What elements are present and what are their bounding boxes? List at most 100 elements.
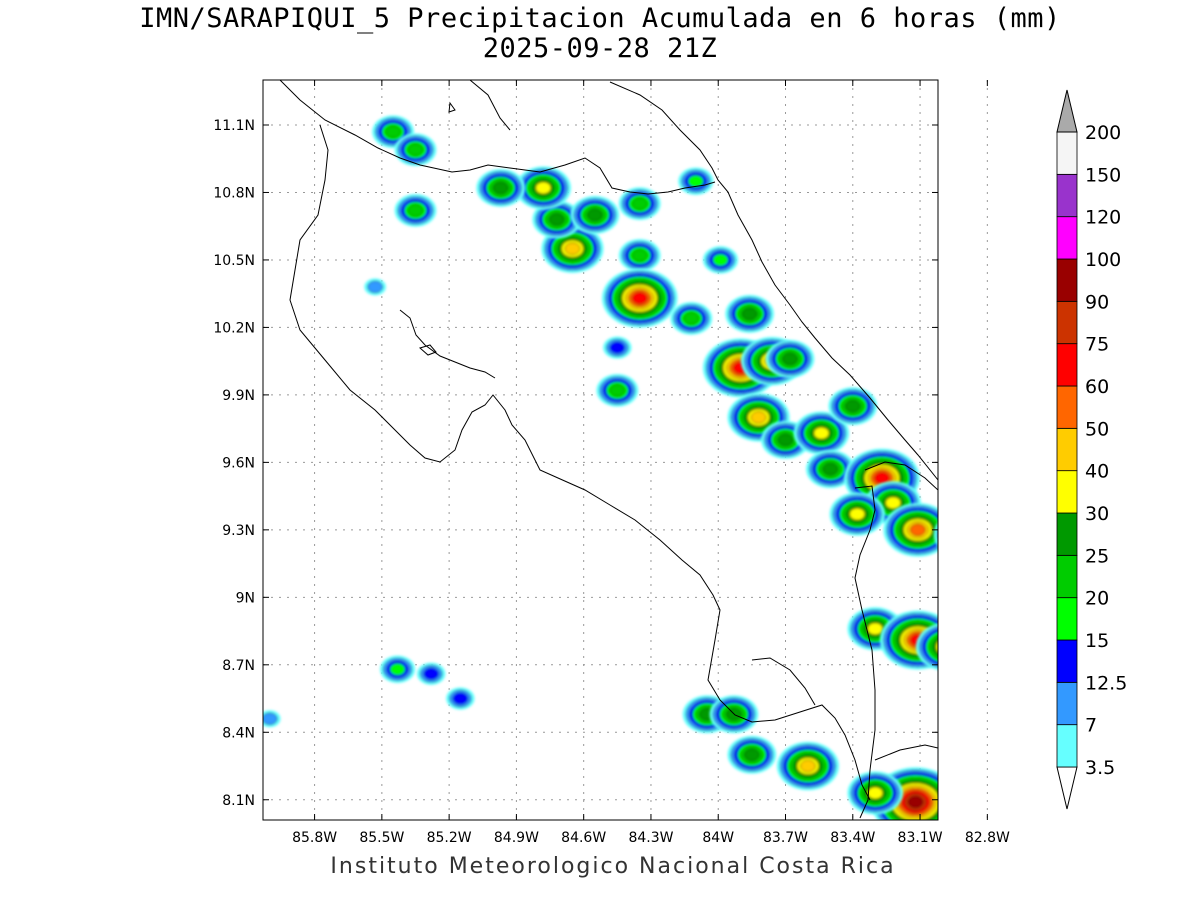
precip-cell bbox=[446, 687, 475, 710]
precip-contour-band bbox=[910, 523, 926, 537]
precip-cell bbox=[933, 522, 980, 547]
precip-contour-band bbox=[263, 712, 278, 725]
lat-tick-label: 9.9N bbox=[222, 388, 255, 404]
colorbar-label: 150 bbox=[1085, 164, 1121, 186]
precip-cell bbox=[618, 239, 661, 272]
precip-cell bbox=[678, 167, 714, 195]
island-nicoya bbox=[418, 344, 437, 356]
precip-contour-band bbox=[964, 528, 1019, 571]
colorbar-label: 90 bbox=[1085, 291, 1109, 313]
colorbar-label: 100 bbox=[1085, 249, 1121, 271]
precip-contour-band bbox=[609, 384, 626, 397]
precip-contour-band bbox=[957, 576, 972, 588]
precip-contour-band bbox=[999, 661, 1021, 678]
precip-contour-band bbox=[782, 352, 798, 366]
colorbar-swatch bbox=[1056, 385, 1078, 429]
precip-contour-band bbox=[535, 181, 552, 195]
precip-contour-band bbox=[885, 496, 901, 510]
precip-cell bbox=[515, 166, 572, 210]
colorbar-swatch bbox=[1056, 300, 1078, 345]
precip-contour-band bbox=[1011, 750, 1053, 783]
lon-tick-label: 84.9W bbox=[494, 830, 539, 846]
precip-cell bbox=[364, 278, 387, 296]
lat-tick-label: 11.1N bbox=[213, 118, 255, 134]
precip-contour-band bbox=[631, 197, 648, 210]
lon-tick-label: 84.6W bbox=[561, 830, 606, 846]
lat-tick-label: 10.8N bbox=[213, 185, 255, 201]
latitude-axis: 11.1N 10.8N 10.5N 10.2N 9.9N 9.6N 9.3N 9N 8.7N 8.… bbox=[213, 118, 938, 809]
precip-contour-band bbox=[984, 544, 999, 556]
precip-contour-band bbox=[712, 253, 729, 267]
colorbar-swatch bbox=[1056, 343, 1078, 387]
colorbar-swatch bbox=[1056, 258, 1078, 302]
precip-contour-band bbox=[609, 341, 626, 354]
precip-contour-band bbox=[947, 568, 982, 596]
precip-contour-band bbox=[981, 542, 1003, 559]
precip-cell bbox=[702, 246, 739, 274]
precip-cell bbox=[601, 268, 678, 328]
lat-tick-label: 10.2N bbox=[213, 320, 255, 336]
precip-contour-band bbox=[997, 602, 1059, 651]
lon-tick-label: 85.8W bbox=[292, 830, 337, 846]
precip-contour-band bbox=[1010, 613, 1045, 641]
precip-contour-band bbox=[867, 622, 884, 635]
precip-cell bbox=[725, 294, 774, 333]
precip-contour-band bbox=[944, 565, 986, 598]
precip-contour-band bbox=[750, 411, 767, 424]
precip-cell bbox=[985, 650, 1034, 688]
precip-contour-band bbox=[407, 204, 424, 217]
lon-tick-label: 83.1W bbox=[898, 830, 943, 846]
lat-tick-label: 9.6N bbox=[222, 455, 255, 471]
precip-contour-band bbox=[631, 292, 648, 305]
precip-contour-band bbox=[587, 208, 603, 222]
lon-tick-label: 85.2W bbox=[427, 830, 472, 846]
chiriqui-coast bbox=[874, 744, 938, 761]
colorbar-label: 40 bbox=[1085, 461, 1109, 483]
caribbean-coast-line bbox=[609, 81, 938, 481]
colorbar-label: 20 bbox=[1085, 588, 1109, 610]
precip-contour-band bbox=[867, 786, 884, 800]
precip-contour-band bbox=[564, 242, 581, 255]
precip-contour-band bbox=[995, 658, 1024, 680]
precip-contour-band bbox=[1007, 610, 1049, 643]
precip-contour-band bbox=[932, 637, 938, 656]
precip-cell bbox=[847, 771, 903, 815]
precip-contour-band bbox=[683, 312, 700, 325]
precip-cell bbox=[670, 302, 713, 335]
colorbar-label: 30 bbox=[1085, 503, 1109, 525]
precip-cell bbox=[263, 710, 281, 728]
precip-contour-band bbox=[1020, 621, 1035, 633]
map-date-subtitle: 2025-09-28 21Z bbox=[482, 33, 718, 64]
precip-cell bbox=[618, 187, 661, 221]
precip-contour-band bbox=[933, 522, 938, 547]
precip-cell bbox=[394, 133, 437, 167]
precip-contour-band bbox=[744, 748, 760, 761]
precip-cell bbox=[603, 336, 632, 359]
precip-cell bbox=[727, 735, 777, 774]
precip-cell bbox=[883, 502, 938, 557]
nicaragua-lake-shore bbox=[469, 80, 511, 131]
colorbar-legend: 3.5 7 12.5 15 20 25 30 40 50 60 75 90 100 120 150 200 bbox=[1056, 89, 1127, 810]
colorbar-swatch bbox=[1056, 470, 1078, 514]
precip-contour-band bbox=[548, 213, 565, 226]
colorbar-label: 75 bbox=[1085, 334, 1109, 356]
precip-cell bbox=[828, 387, 878, 426]
precip-contour-band bbox=[951, 570, 980, 592]
precip-contour-band bbox=[367, 280, 383, 294]
precip-contour-band bbox=[631, 249, 648, 262]
precip-contour-band bbox=[992, 656, 1027, 684]
precip-contour-band bbox=[989, 653, 1031, 686]
colorbar-label: 200 bbox=[1085, 122, 1121, 144]
precip-contour-band bbox=[935, 641, 938, 653]
colorbar-swatch bbox=[1056, 597, 1078, 641]
precip-cell bbox=[596, 373, 639, 407]
colorbar-label: 25 bbox=[1085, 545, 1109, 567]
precip-contour-band bbox=[813, 426, 830, 440]
precip-cell bbox=[944, 565, 986, 598]
precip-contour-band bbox=[951, 523, 980, 545]
precip-cell bbox=[997, 602, 1059, 651]
lon-tick-label: 85.5W bbox=[359, 830, 404, 846]
precip-cell bbox=[394, 194, 437, 227]
precip-contour-band bbox=[777, 433, 794, 447]
